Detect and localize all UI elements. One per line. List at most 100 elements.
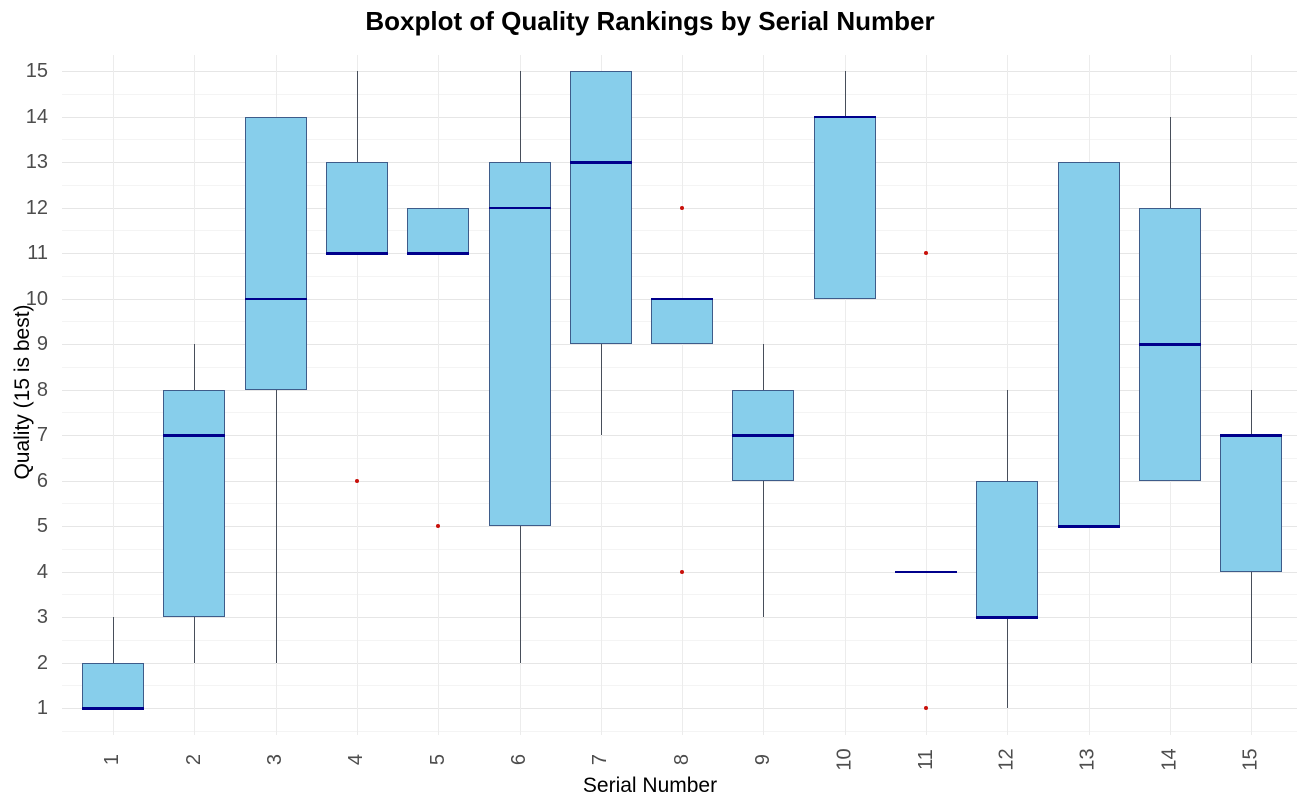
lower-whisker bbox=[275, 389, 277, 663]
gridline-major-horizontal bbox=[62, 708, 1297, 709]
gridline-major-horizontal bbox=[62, 116, 1297, 118]
gridline-major-horizontal bbox=[62, 162, 1297, 163]
median-line bbox=[1057, 525, 1120, 528]
upper-whisker bbox=[1169, 116, 1171, 208]
gridline-major-vertical bbox=[682, 55, 684, 735]
x-tick-label-text: 10 bbox=[833, 747, 856, 771]
x-tick-label: 1 bbox=[90, 739, 136, 779]
y-tick-label: 12 bbox=[25, 196, 48, 219]
y-tick-label: 15 bbox=[25, 60, 48, 82]
x-tick-label-text: 2 bbox=[182, 753, 205, 765]
x-tick-label: 12 bbox=[984, 739, 1030, 779]
x-tick-label-text: 8 bbox=[670, 753, 693, 765]
upper-whisker bbox=[844, 71, 846, 117]
median-line bbox=[325, 252, 388, 255]
gridline-major-horizontal bbox=[62, 662, 1297, 664]
gridline-minor-horizontal bbox=[62, 275, 1297, 277]
gridline-minor-horizontal bbox=[62, 594, 1297, 596]
x-tick-label-text: 1 bbox=[101, 753, 124, 765]
outlier-point bbox=[924, 706, 928, 710]
lower-whisker bbox=[763, 480, 765, 617]
x-tick-label: 10 bbox=[822, 739, 868, 779]
x-tick-label: 11 bbox=[903, 739, 949, 779]
gridline-minor-horizontal bbox=[62, 93, 1297, 95]
lower-whisker bbox=[194, 617, 196, 663]
lower-whisker bbox=[519, 526, 521, 663]
median-line bbox=[813, 115, 876, 118]
y-tick-label: 1 bbox=[36, 697, 48, 719]
x-axis-title: Serial Number bbox=[582, 774, 718, 797]
gridline-major-vertical bbox=[113, 55, 114, 735]
gridline-minor-horizontal bbox=[62, 457, 1297, 459]
x-tick-label: 9 bbox=[740, 739, 786, 779]
median-line bbox=[895, 570, 957, 573]
upper-whisker bbox=[763, 344, 765, 390]
gridline-major-vertical bbox=[356, 55, 358, 735]
median-line bbox=[1138, 343, 1201, 346]
lower-whisker bbox=[1007, 617, 1009, 708]
gridline-minor-horizontal bbox=[62, 639, 1297, 641]
gridline-minor-horizontal bbox=[62, 184, 1297, 186]
boxplot-box bbox=[407, 207, 470, 253]
y-tick-label: 4 bbox=[36, 560, 48, 583]
y-tick-label: 7 bbox=[36, 424, 48, 446]
x-tick-label: 7 bbox=[578, 739, 624, 779]
boxplot-box bbox=[813, 116, 876, 299]
gridline-minor-horizontal bbox=[62, 366, 1297, 368]
chart-title: Boxplot of Quality Rankings by Serial Nu… bbox=[365, 6, 935, 36]
median-line bbox=[82, 707, 144, 710]
upper-whisker bbox=[356, 71, 358, 162]
gridline-major-vertical bbox=[926, 55, 927, 735]
boxplot-box bbox=[976, 480, 1039, 617]
y-tick-label: 6 bbox=[36, 469, 48, 492]
upper-whisker bbox=[519, 71, 521, 162]
y-tick-label: 10 bbox=[25, 287, 48, 310]
outlier-point bbox=[924, 251, 928, 255]
median-line bbox=[976, 616, 1039, 619]
x-tick-label: 6 bbox=[497, 739, 543, 779]
x-tick-label-text: 3 bbox=[264, 753, 287, 765]
median-line bbox=[407, 252, 470, 255]
gridline-minor-horizontal bbox=[62, 548, 1297, 550]
gridline-major-vertical bbox=[438, 55, 440, 735]
upper-whisker bbox=[1251, 389, 1253, 435]
boxplot-box bbox=[244, 116, 307, 390]
outlier-point bbox=[354, 478, 359, 483]
outlier-point bbox=[680, 569, 685, 574]
median-line bbox=[244, 297, 307, 300]
x-tick-label-text: 13 bbox=[1077, 747, 1100, 771]
x-tick-label: 13 bbox=[1066, 739, 1112, 779]
median-line bbox=[569, 161, 632, 164]
y-tick-label: 8 bbox=[36, 378, 48, 401]
x-tick-label-text: 4 bbox=[345, 753, 368, 765]
median-line bbox=[163, 434, 226, 437]
gridline-major-horizontal bbox=[62, 71, 1297, 72]
y-tick-label: 5 bbox=[36, 515, 48, 537]
gridline-major-horizontal bbox=[62, 207, 1297, 209]
gridline-major-horizontal bbox=[62, 617, 1297, 618]
gridline-minor-horizontal bbox=[62, 230, 1297, 232]
upper-whisker bbox=[194, 344, 196, 390]
x-tick-label: 15 bbox=[1228, 739, 1274, 779]
x-tick-label-text: 11 bbox=[914, 748, 937, 770]
x-tick-label: 2 bbox=[171, 739, 217, 779]
y-tick-label: 13 bbox=[25, 151, 48, 173]
median-line bbox=[651, 297, 714, 300]
y-tick-label: 3 bbox=[36, 606, 48, 628]
median-line bbox=[732, 434, 795, 437]
x-tick-label-text: 5 bbox=[426, 753, 449, 765]
boxplot-box bbox=[325, 162, 388, 253]
x-tick-label-text: 9 bbox=[751, 753, 774, 765]
gridline-major-horizontal bbox=[62, 389, 1297, 391]
boxplot-box bbox=[651, 298, 714, 344]
gridline-minor-horizontal bbox=[62, 139, 1297, 141]
gridline-minor-horizontal bbox=[62, 730, 1297, 732]
x-tick-label: 3 bbox=[253, 739, 299, 779]
boxplot-box bbox=[163, 389, 226, 617]
x-tick-label-text: 12 bbox=[995, 747, 1018, 771]
boxplot-box bbox=[82, 662, 144, 708]
boxplot-box bbox=[1220, 435, 1283, 572]
upper-whisker bbox=[1007, 389, 1009, 481]
median-line bbox=[1220, 434, 1283, 437]
